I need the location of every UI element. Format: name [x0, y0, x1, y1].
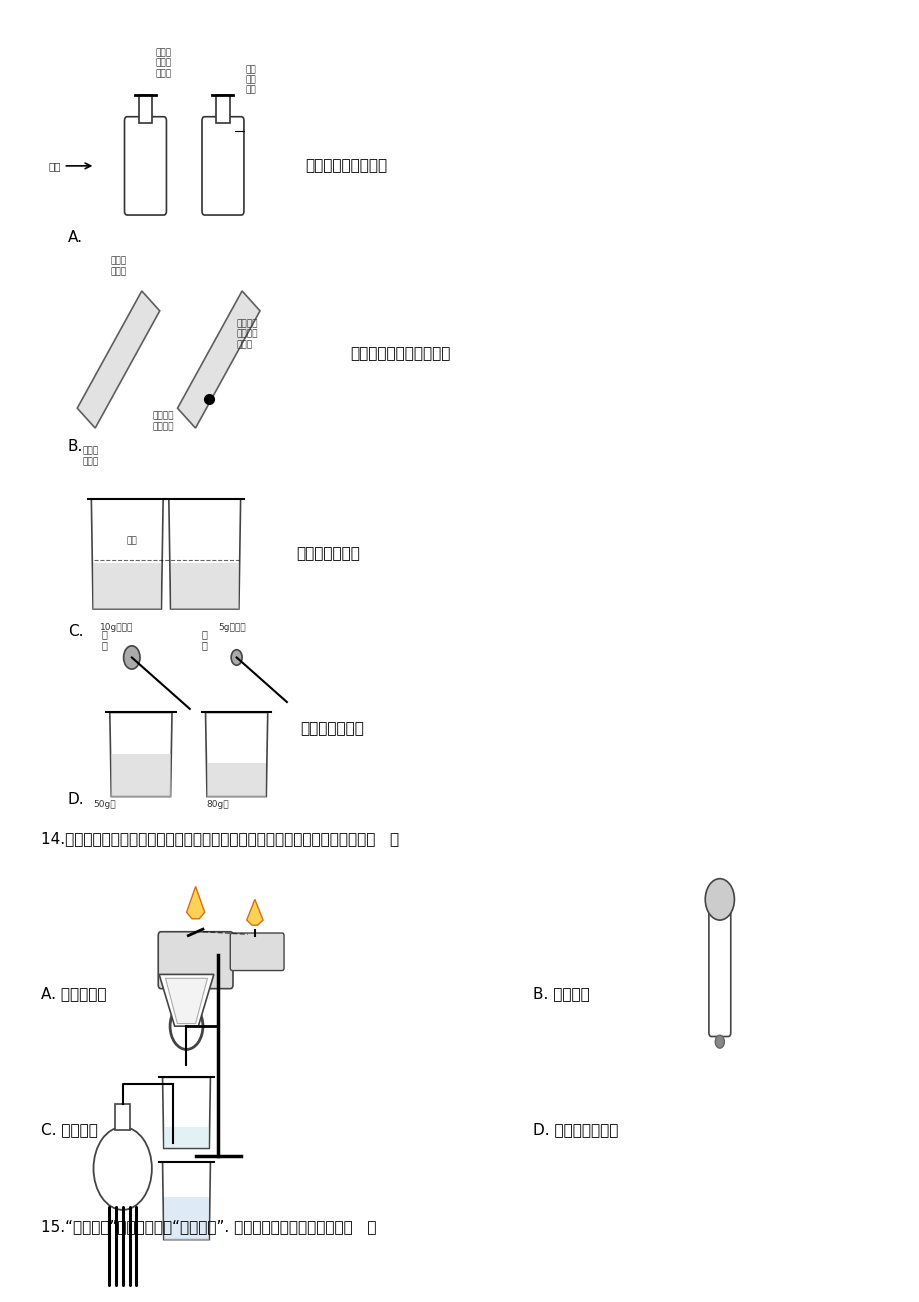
- Polygon shape: [115, 1104, 130, 1130]
- Polygon shape: [91, 499, 163, 609]
- Polygon shape: [187, 887, 205, 919]
- FancyBboxPatch shape: [230, 934, 284, 970]
- Polygon shape: [93, 562, 161, 609]
- Circle shape: [94, 1128, 152, 1210]
- FancyBboxPatch shape: [709, 906, 730, 1036]
- FancyBboxPatch shape: [158, 932, 233, 988]
- Circle shape: [714, 1035, 723, 1048]
- Polygon shape: [169, 499, 241, 609]
- Text: 80g水: 80g水: [207, 799, 229, 809]
- Text: B. 滴加液体: B. 滴加液体: [532, 987, 589, 1001]
- Text: D. 检查装置气密性: D. 检查装置气密性: [532, 1122, 618, 1137]
- Text: 5g氯化钔: 5g氯化钔: [218, 622, 245, 631]
- Polygon shape: [163, 1077, 210, 1148]
- Text: D.: D.: [68, 793, 85, 807]
- Circle shape: [123, 646, 140, 669]
- Text: 研究二氧化锤的催化作用: 研究二氧化锤的催化作用: [350, 346, 450, 361]
- Text: 15.“世界水日”的宣传主题是“水与能源”. 下列关于水的说法错误的是（   ）: 15.“世界水日”的宣传主题是“水与能源”. 下列关于水的说法错误的是（ ）: [40, 1219, 376, 1234]
- Text: A.: A.: [68, 229, 83, 245]
- Text: 14.正确的实验操作对实验结果、人身安全都非常重要。下列实验操作正确的是（   ）: 14.正确的实验操作对实验结果、人身安全都非常重要。下列实验操作正确的是（ ）: [40, 831, 398, 846]
- Polygon shape: [164, 1128, 209, 1148]
- Text: 人体
呼出
气体: 人体 呼出 气体: [245, 65, 256, 95]
- Text: 50g水: 50g水: [94, 799, 116, 809]
- Text: 比较二氧化碳的含量: 比较二氧化碳的含量: [305, 159, 387, 173]
- Polygon shape: [207, 763, 266, 797]
- Polygon shape: [246, 900, 263, 926]
- Polygon shape: [170, 562, 239, 609]
- Circle shape: [705, 879, 733, 921]
- Polygon shape: [77, 290, 160, 428]
- Text: 相同滴
数澄清
石灰水: 相同滴 数澄清 石灰水: [155, 48, 172, 78]
- Text: 硬
水: 硬 水: [101, 629, 108, 651]
- Text: 配置氯化钔溶液: 配置氯化钔溶液: [301, 721, 364, 736]
- Polygon shape: [109, 712, 172, 797]
- Polygon shape: [216, 95, 230, 124]
- Text: 区分硬水和软水: 区分硬水和软水: [296, 547, 359, 561]
- Text: 等量: 等量: [126, 536, 137, 546]
- Polygon shape: [163, 1161, 210, 1240]
- Text: A. 点燃酒精灯: A. 点燃酒精灯: [40, 987, 106, 1001]
- Circle shape: [231, 650, 242, 665]
- Polygon shape: [165, 978, 208, 1023]
- Polygon shape: [139, 95, 153, 124]
- Text: 带火星
的木条: 带火星 的木条: [110, 256, 126, 276]
- Text: B.: B.: [68, 439, 84, 454]
- Polygon shape: [159, 974, 213, 1026]
- Text: 10g氯化钔: 10g氯化钔: [100, 622, 133, 631]
- Polygon shape: [164, 1197, 209, 1240]
- Text: 加入等量
的肥皂水: 加入等量 的肥皂水: [153, 411, 175, 431]
- Text: C. 过滤河水: C. 过滤河水: [40, 1122, 97, 1137]
- Text: 空气: 空气: [48, 161, 61, 171]
- Text: 软
水: 软 水: [201, 629, 208, 651]
- Polygon shape: [205, 712, 267, 797]
- Text: 过氧化氢
溶液和二
氧化锤: 过氧化氢 溶液和二 氧化锤: [236, 319, 258, 349]
- Text: C.: C.: [68, 624, 84, 639]
- FancyBboxPatch shape: [124, 117, 166, 215]
- Polygon shape: [177, 290, 260, 428]
- FancyBboxPatch shape: [202, 117, 244, 215]
- Polygon shape: [111, 754, 170, 797]
- Text: 过氧化
氢溶液: 过氧化 氢溶液: [83, 447, 98, 466]
